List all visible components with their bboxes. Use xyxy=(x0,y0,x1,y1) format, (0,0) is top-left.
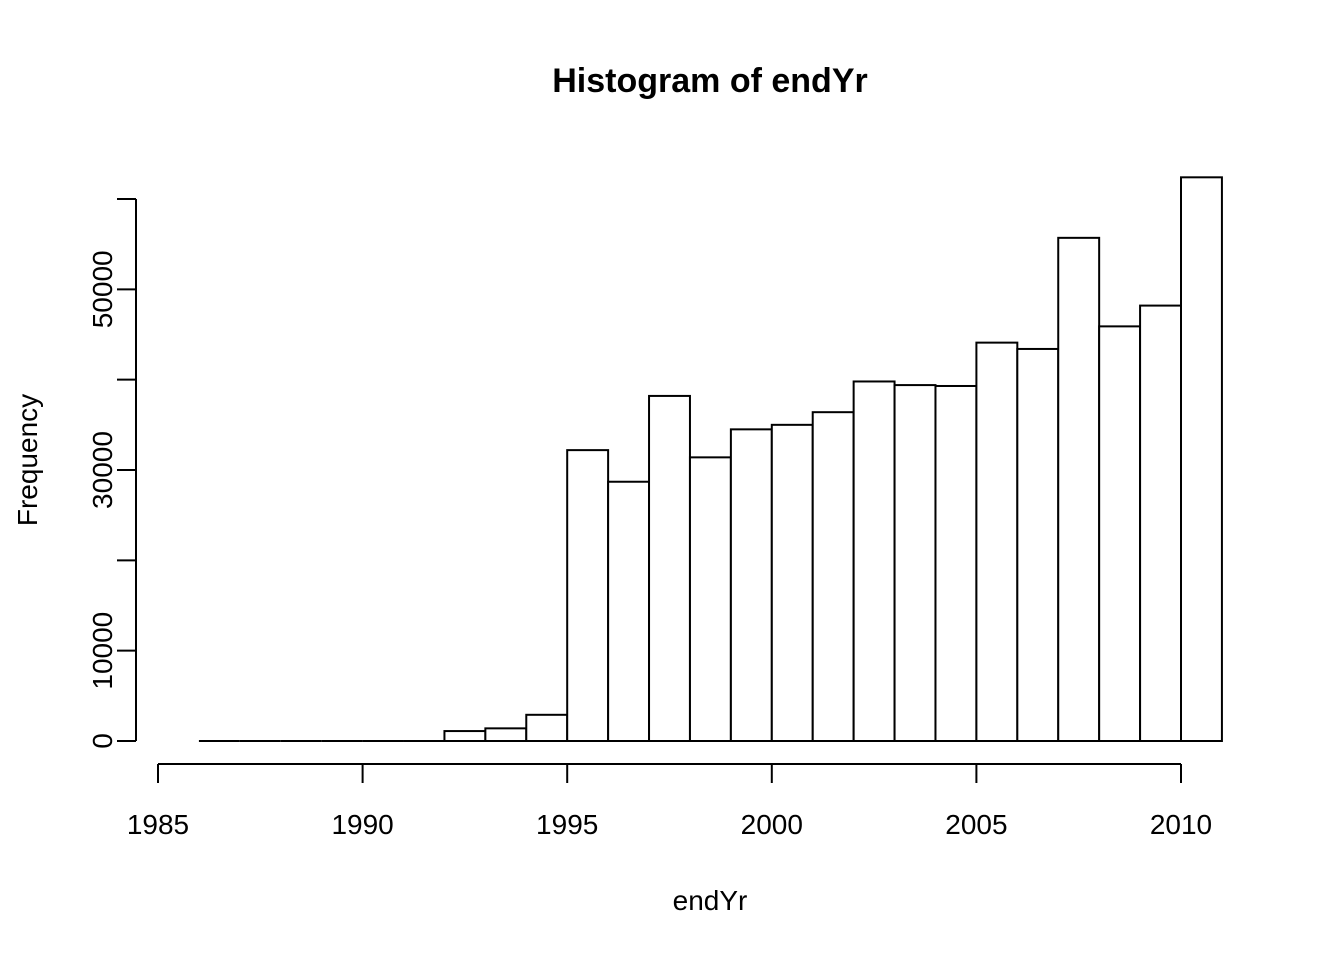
histogram-bar xyxy=(443,730,487,743)
histogram-bar xyxy=(484,727,528,742)
histogram-bar xyxy=(811,411,855,742)
x-tick-label: 1995 xyxy=(536,809,598,840)
x-axis: 1985 1990 1995 2000 2005 2010 xyxy=(127,763,1212,840)
histogram-bar xyxy=(1057,236,1101,743)
bars-layer xyxy=(198,176,1223,743)
y-tick-label: 0 xyxy=(87,733,118,749)
histogram-bar xyxy=(1139,304,1182,742)
y-axis: 0 10000 30000 50000 xyxy=(87,198,137,749)
histogram-bar xyxy=(1180,176,1223,742)
histogram-bar xyxy=(770,423,814,742)
y-tick-label: 50000 xyxy=(87,250,118,328)
y-tick-label: 30000 xyxy=(87,431,118,509)
histogram-bar xyxy=(566,449,610,742)
y-tick-label: 10000 xyxy=(87,612,118,690)
chart-title: Histogram of endYr xyxy=(552,62,867,100)
x-tick-label: 2010 xyxy=(1150,809,1212,840)
histogram-bar xyxy=(893,384,937,742)
histogram-bar xyxy=(934,384,978,742)
x-tick-label: 2005 xyxy=(945,809,1007,840)
histogram-bar xyxy=(1016,347,1060,742)
x-tick-label: 2000 xyxy=(741,809,803,840)
histogram-bar xyxy=(607,480,651,742)
histogram-bar xyxy=(1098,325,1142,742)
histogram-bar xyxy=(852,380,896,742)
histogram-bar xyxy=(648,394,691,742)
histogram-bar xyxy=(525,713,569,743)
x-tick-label: 1990 xyxy=(331,809,393,840)
histogram-bar xyxy=(688,456,732,742)
x-axis-label: endYr xyxy=(673,885,748,916)
x-tick-label: 1985 xyxy=(127,809,189,840)
histogram-bar xyxy=(729,428,773,742)
y-axis-label: Frequency xyxy=(12,394,43,526)
histogram-bar xyxy=(975,341,1019,742)
